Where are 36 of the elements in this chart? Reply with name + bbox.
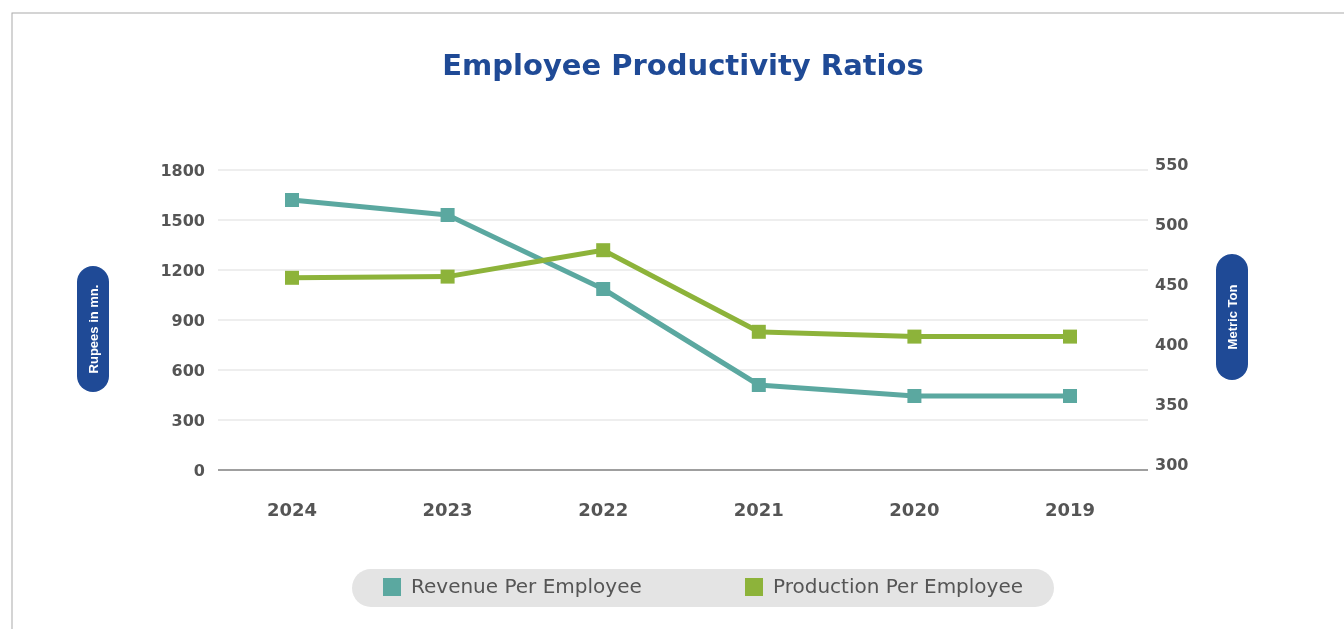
y-tick-label: 300 [171,410,205,430]
x-tick-label: 2021 [733,499,784,520]
y-axis-title: Rupees in mn. [86,284,101,374]
point [751,324,766,339]
point [285,193,299,207]
legend-label: Revenue Per Employee [411,574,642,598]
y2-tick-label: 350 [1155,394,1189,414]
point [1063,329,1077,344]
point [907,389,922,403]
y2-tick-label: 400 [1155,334,1189,354]
y2-tick-label: 500 [1155,214,1189,234]
point [907,329,922,344]
x-tick-label: 2019 [1044,499,1096,520]
legend-label: Production Per Employee [773,574,1024,598]
point [440,208,455,222]
y-tick-label: 1800 [160,160,205,180]
y2-tick-label: 450 [1155,274,1189,294]
y-tick-label: 600 [171,360,205,380]
chart-title: Employee Productivity Ratios [442,48,924,82]
point [1063,389,1077,403]
x-tick-label: 2024 [266,499,318,520]
y2-tick-label: 300 [1155,454,1189,474]
x-tick-label: 2020 [889,499,940,520]
y-tick-label: 1200 [160,260,205,280]
point [751,378,766,392]
point [596,282,611,296]
y2-tick-label: 550 [1155,154,1189,174]
y-tick-label: 900 [171,310,205,330]
x-tick-label: 2022 [578,499,629,520]
point [596,243,611,258]
y-tick-label: 1500 [160,210,205,230]
point [440,269,455,284]
point [285,270,299,285]
x-tick-label: 2023 [422,499,473,520]
y2-axis-title: Metric Ton [1225,284,1240,350]
y-tick-label: 0 [193,460,205,480]
